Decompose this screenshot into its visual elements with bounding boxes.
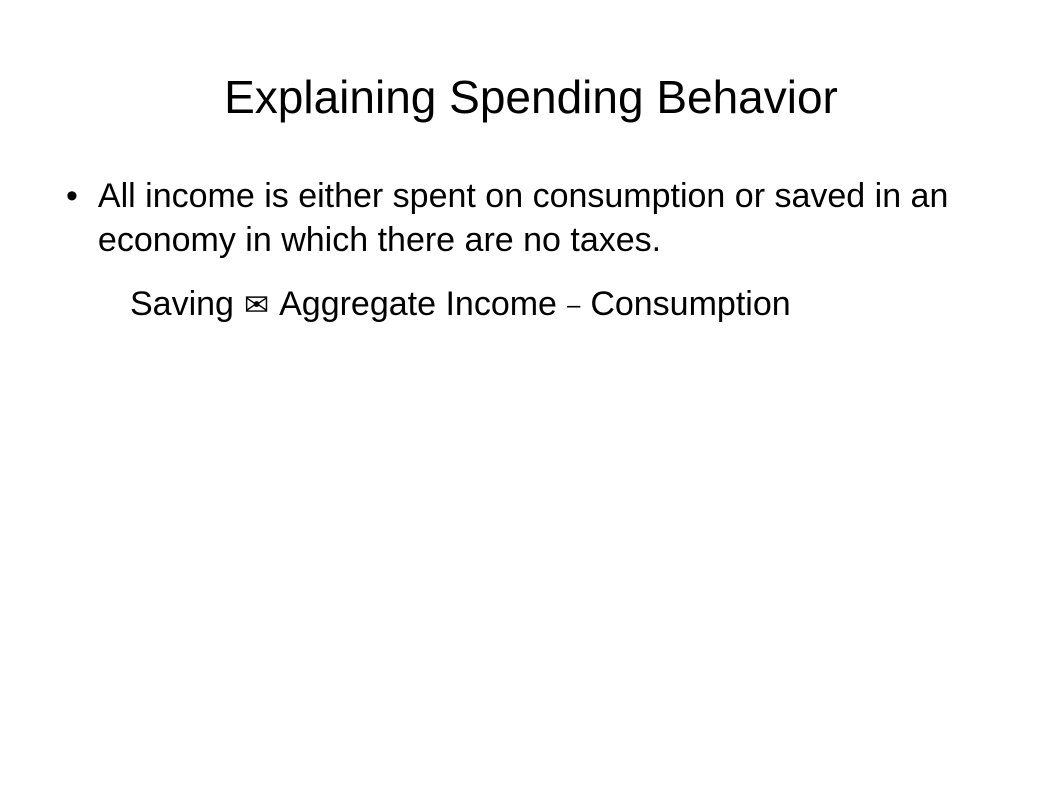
equation-lhs: Saving — [130, 282, 234, 326]
slide-title: Explaining Spending Behavior — [0, 0, 1062, 174]
slide-content: • All income is either spent on consumpt… — [0, 174, 1062, 327]
equation-line: Saving ✉ Aggregate Income – Consumption — [60, 282, 1002, 326]
equation-rhs: Consumption — [590, 282, 790, 326]
equation-mid: Aggregate Income — [279, 282, 557, 326]
bullet-text-1: All income is either spent on consumptio… — [98, 174, 1002, 262]
equation-minus-icon: – — [567, 290, 580, 321]
bullet-item-1: • All income is either spent on consumpt… — [60, 174, 1002, 262]
bullet-marker-icon: • — [66, 174, 78, 218]
equation-equals-icon: ✉ — [244, 286, 269, 325]
